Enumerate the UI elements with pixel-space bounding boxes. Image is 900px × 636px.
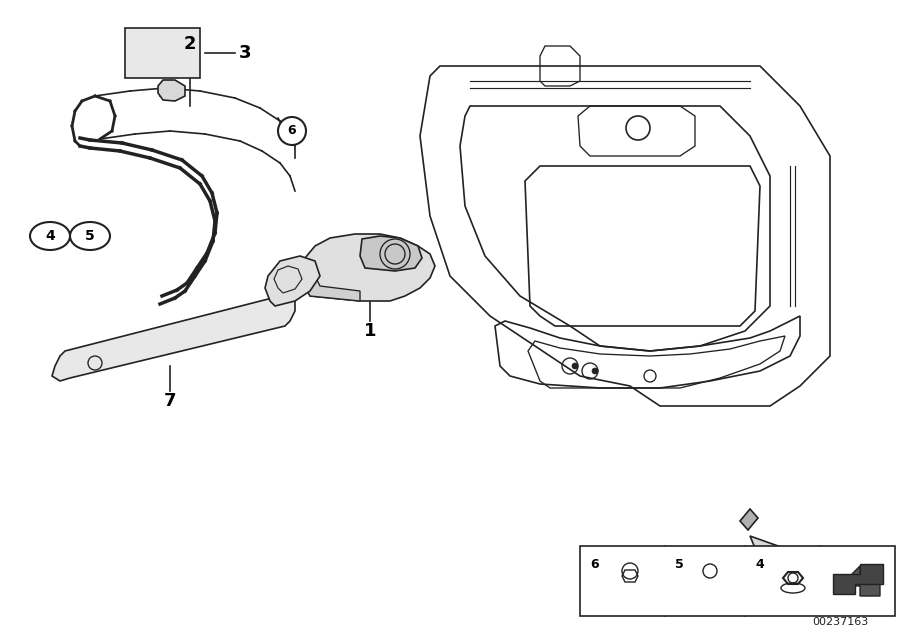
Text: 3: 3 — [238, 44, 251, 62]
Text: 7: 7 — [164, 392, 176, 410]
Circle shape — [572, 363, 578, 369]
Polygon shape — [833, 564, 883, 594]
Text: 5: 5 — [86, 229, 94, 243]
Text: 1: 1 — [364, 322, 376, 340]
Polygon shape — [305, 274, 360, 301]
Polygon shape — [52, 291, 295, 381]
Polygon shape — [750, 536, 885, 596]
Polygon shape — [302, 234, 435, 301]
Text: 6: 6 — [590, 558, 598, 570]
Polygon shape — [158, 80, 185, 101]
Ellipse shape — [30, 222, 70, 250]
Polygon shape — [840, 566, 880, 596]
Ellipse shape — [70, 222, 110, 250]
Text: 8: 8 — [851, 589, 864, 607]
Text: 6: 6 — [288, 125, 296, 137]
Text: 4: 4 — [45, 229, 55, 243]
Text: 4: 4 — [755, 558, 764, 570]
Polygon shape — [740, 509, 758, 530]
Polygon shape — [580, 546, 895, 616]
Circle shape — [592, 368, 598, 374]
FancyBboxPatch shape — [125, 28, 200, 78]
Text: 00237163: 00237163 — [812, 617, 868, 627]
Text: 5: 5 — [675, 558, 684, 570]
Polygon shape — [265, 256, 320, 306]
Circle shape — [870, 585, 884, 599]
Circle shape — [278, 117, 306, 145]
Text: 2: 2 — [184, 35, 196, 53]
Polygon shape — [360, 236, 422, 271]
